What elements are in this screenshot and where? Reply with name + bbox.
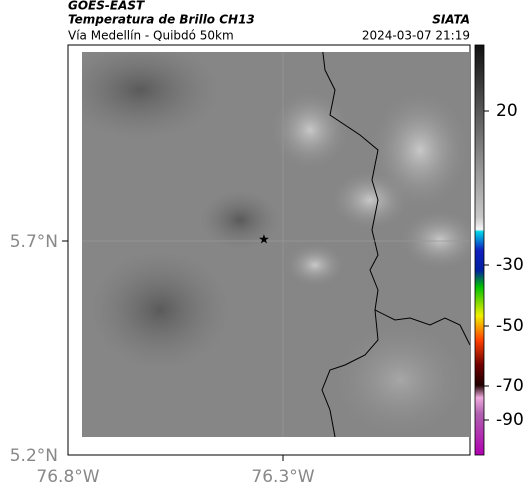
colorbar: [474, 44, 485, 456]
satellite: GOES-EAST: [68, 0, 145, 13]
lon-label: 76.3°W: [251, 467, 314, 487]
product: Temperatura de Brillo CH13: [68, 13, 255, 27]
colorbar-label: -70: [496, 376, 524, 396]
lat-label: 5.2°N: [10, 446, 58, 466]
colorbar-label: 20: [496, 101, 518, 121]
colorbar-label: -50: [496, 316, 524, 336]
lon-label: 76.8°W: [36, 467, 99, 487]
satellite-image: [82, 52, 470, 437]
colorbar-label: -30: [496, 255, 524, 275]
location: Vía Medellín - Quibdó 50km: [68, 29, 234, 43]
city-marker: ★: [258, 233, 270, 248]
colorbar-label: -90: [496, 410, 524, 430]
datetime: 2024-03-07 21:19: [362, 29, 470, 43]
source: SIATA: [432, 13, 470, 27]
lat-label: 5.7°N: [10, 232, 58, 252]
